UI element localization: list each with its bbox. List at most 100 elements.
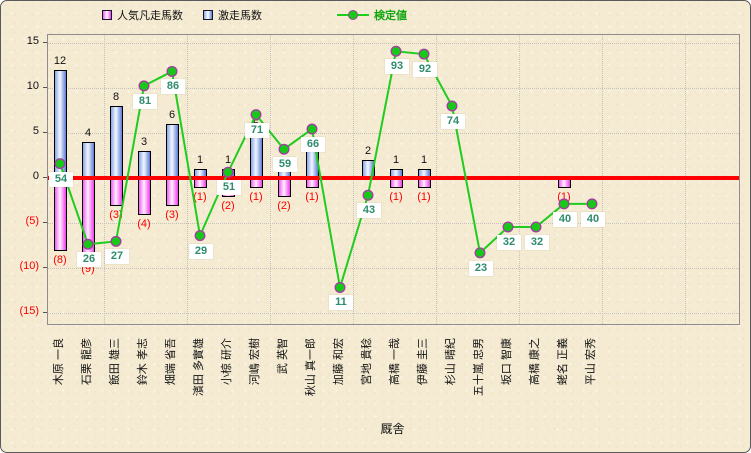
surge-bar-value-label: 8 — [112, 91, 120, 103]
y-tick-label: 15 — [26, 35, 39, 47]
test-value-label: 86 — [161, 79, 185, 95]
test-value-label: 93 — [385, 59, 409, 75]
flop-bar-value-label: (8) — [53, 254, 67, 266]
test-value-marker — [586, 198, 598, 210]
flop-bar-value-label: (1) — [193, 191, 207, 203]
surge-bar-value-label: 2 — [364, 145, 372, 157]
test-value-label: 29 — [189, 243, 213, 259]
legend-label: 検定値 — [374, 10, 407, 22]
test-value-marker — [558, 198, 570, 210]
surge-swatch-icon — [203, 10, 213, 20]
surge-bar-value-label: 12 — [53, 55, 67, 67]
h-gridline — [48, 268, 739, 269]
flop-bar-value-label: (3) — [165, 209, 179, 221]
h-gridline — [48, 313, 739, 314]
x-category-label: 坂口 智康 — [501, 338, 513, 386]
x-category-label: 石栗 龍彦 — [81, 338, 93, 386]
flop-bar-value-label: (1) — [305, 191, 319, 203]
x-category-label: 秋山 真一郎 — [305, 338, 317, 397]
x-category-label: 加藤 和宏 — [333, 338, 345, 386]
h-gridline — [48, 88, 739, 89]
test-value-marker — [138, 80, 150, 92]
test-value-marker — [306, 123, 318, 135]
test-value-label: 59 — [273, 157, 297, 173]
surge-bar-value-label: 1 — [196, 154, 204, 166]
flop-bar-value-label: (1) — [249, 191, 263, 203]
x-category-label: 河嶋 宏樹 — [249, 338, 261, 386]
legend-label: 人気凡走馬数 — [117, 10, 183, 22]
test-value-label: 40 — [553, 211, 577, 227]
test-value-marker — [278, 143, 290, 155]
x-category-label: 鈴木 孝志 — [137, 338, 149, 386]
h-gridline — [48, 133, 739, 134]
x-axis-title: 厩舎 — [380, 422, 405, 436]
test-value-marker — [334, 281, 346, 293]
test-value-marker — [418, 48, 430, 60]
test-value-label: 54 — [49, 171, 73, 187]
legend-item-surge: 激走馬数 — [203, 7, 262, 23]
y-tick-label: 10 — [26, 80, 39, 92]
test-value-markers — [54, 45, 598, 293]
y-tick-label: (5) — [25, 215, 39, 227]
x-category-label: 平山 宏秀 — [585, 338, 597, 386]
test-value-marker — [390, 45, 402, 57]
test-value-label: 81 — [133, 93, 157, 109]
x-category-label: 高橋 一哉 — [389, 338, 401, 386]
x-category-label: 畑端 省吾 — [165, 338, 177, 386]
x-category-label: 高橋 康之 — [529, 338, 541, 386]
zero-line — [48, 176, 739, 180]
test-value-marker — [250, 109, 262, 121]
x-category-label: 濱田 多實雄 — [193, 338, 205, 397]
legend-item-flop: 人気凡走馬数 — [102, 7, 183, 23]
x-category-label: 宮地 貴稔 — [361, 338, 373, 386]
x-category-label: 五十嵐 忠男 — [473, 338, 485, 397]
line-marker-icon — [348, 10, 358, 20]
test-value-label: 32 — [525, 234, 549, 250]
y-tick-mark — [43, 267, 47, 268]
test-value-marker — [222, 166, 234, 178]
x-category-label: 武 英智 — [277, 338, 289, 375]
test-value-marker — [194, 230, 206, 242]
x-category-label: 杉山 晴紀 — [445, 338, 457, 386]
flop-swatch-icon — [102, 10, 112, 20]
test-value-label: 43 — [357, 203, 381, 219]
legend-item-test-value: 検定値 — [337, 7, 407, 23]
x-category-label: 小椋 研介 — [221, 338, 233, 386]
test-value-label: 74 — [441, 114, 465, 129]
test-value-label: 27 — [105, 249, 129, 265]
surge-bar-value-label: 6 — [168, 109, 176, 121]
y-tick-mark — [43, 222, 47, 223]
x-category-label: 飯田 雄三 — [109, 338, 121, 386]
surge-bar-value-label: 1 — [224, 154, 232, 166]
flop-bar-value-label: (2) — [277, 200, 291, 212]
test-value-marker — [502, 221, 514, 233]
surge-bar-value-label: 3 — [140, 136, 148, 148]
flop-bar-value-label: (4) — [137, 218, 151, 230]
test-value-marker — [166, 65, 178, 77]
y-tick-mark — [43, 177, 47, 178]
x-category-label: 伊藤 圭三 — [417, 338, 429, 386]
test-value-label: 11 — [329, 295, 353, 311]
y-tick-label: (15) — [19, 305, 39, 317]
flop-bar-value-label: (1) — [389, 191, 403, 203]
surge-bar-value-label: 4 — [84, 127, 92, 139]
y-tick-label: (10) — [19, 260, 39, 272]
test-value-marker — [530, 221, 542, 233]
test-value-label: 71 — [245, 122, 269, 138]
y-tick-label: 0 — [32, 170, 39, 182]
x-category-label: 蛯名 正義 — [557, 338, 569, 386]
surge-bar-value-label: 1 — [420, 154, 428, 166]
test-value-marker — [446, 100, 458, 112]
y-tick-mark — [43, 312, 47, 313]
flop-bar-value-label: (1) — [417, 191, 431, 203]
legend-label: 激走馬数 — [218, 10, 262, 22]
y-tick-mark — [43, 87, 47, 88]
y-tick-mark — [43, 132, 47, 133]
test-value-label: 92 — [413, 62, 437, 78]
surge-bar-value-label: 1 — [392, 154, 400, 166]
test-value-marker — [54, 158, 66, 170]
legend: 人気凡走馬数 激走馬数 検定値 — [1, 7, 750, 25]
test-value-label: 40 — [581, 211, 605, 227]
test-value-line-swatch-icon — [337, 9, 369, 21]
